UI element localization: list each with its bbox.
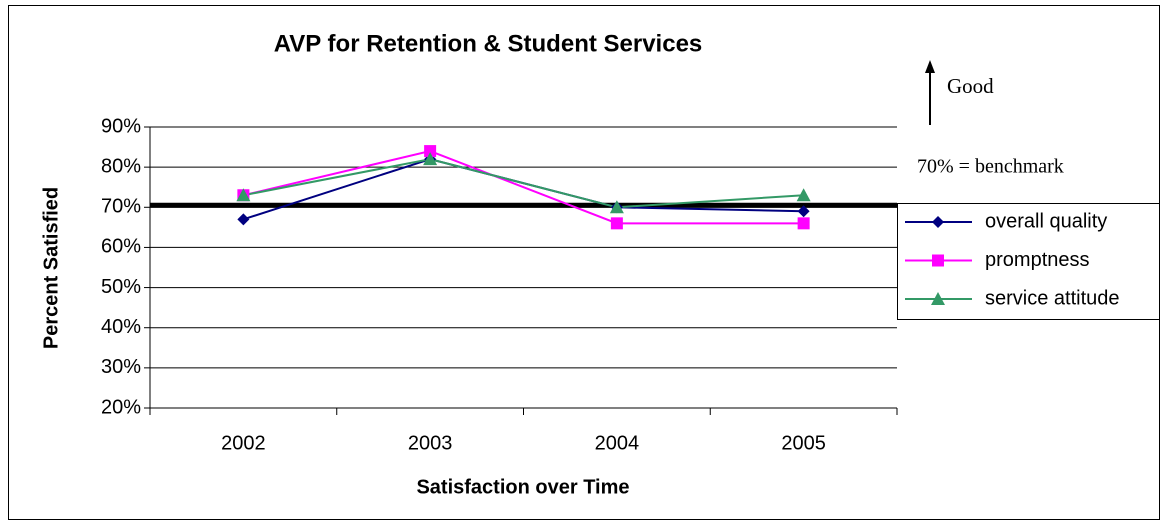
marker <box>797 217 810 230</box>
y-tick-label: 30% <box>101 356 141 378</box>
benchmark-label: 70% = benchmark <box>917 156 1064 178</box>
x-tick-label: 2003 <box>408 432 453 454</box>
marker <box>610 217 623 230</box>
y-tick-label: 90% <box>101 115 141 137</box>
legend-marker <box>931 292 945 305</box>
marker <box>796 188 811 202</box>
series-line <box>243 158 804 209</box>
y-tick-label: 70% <box>101 196 141 218</box>
y-tick-label: 50% <box>101 276 141 298</box>
marker <box>237 213 250 226</box>
x-axis-label: Satisfaction over Time <box>416 476 629 498</box>
legend-marker <box>932 254 944 267</box>
y-tick-label: 80% <box>101 155 141 177</box>
x-tick-label: 2002 <box>221 432 266 454</box>
legend-label: overall quality <box>985 210 1107 232</box>
marker <box>424 145 437 158</box>
legend-label: promptness <box>985 249 1090 271</box>
legend-marker <box>932 216 944 228</box>
marker <box>423 152 438 166</box>
good-annotation: Good <box>947 74 994 98</box>
chart-title: AVP for Retention & Student Services <box>274 30 703 57</box>
marker <box>797 205 810 218</box>
good-arrowhead <box>925 60 935 73</box>
y-axis-label: Percent Satisfied <box>40 187 62 349</box>
y-tick-label: 20% <box>101 396 141 418</box>
x-tick-label: 2005 <box>781 432 826 454</box>
marker <box>609 200 624 214</box>
legend-label: service attitude <box>985 287 1120 309</box>
x-tick-label: 2004 <box>595 432 640 454</box>
y-tick-label: 60% <box>101 236 141 258</box>
series-line <box>243 150 804 225</box>
marker <box>236 188 251 202</box>
y-tick-label: 40% <box>101 316 141 338</box>
